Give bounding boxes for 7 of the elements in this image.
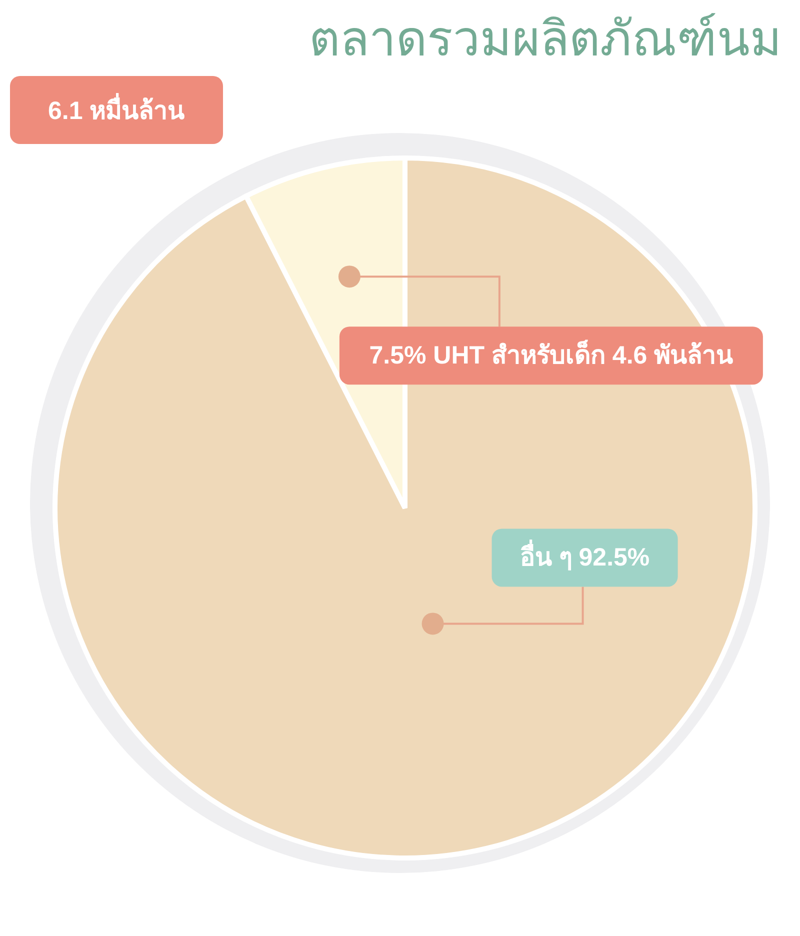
chart-title: ตลาดรวมผลิตภัณฑ์นม [309, 12, 782, 68]
slice-label: อื่น ๆ [520, 540, 572, 572]
data-label: 7.5% [369, 342, 426, 370]
text: 6.1 หมื่นล้าน [10, 76, 223, 144]
slice-label: UHT สำหรับเด็ก [426, 340, 606, 370]
text: 4.6 พันล้าน [605, 342, 734, 370]
data-label: 92.5% [572, 544, 650, 572]
